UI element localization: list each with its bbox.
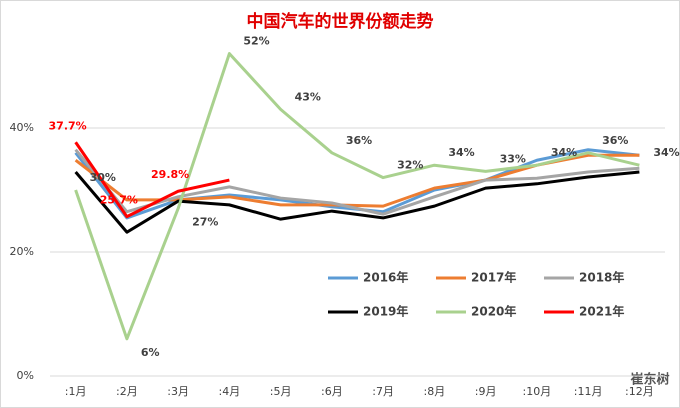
data-label: 27% [192, 216, 218, 229]
data-label: 37.7% [49, 119, 87, 132]
data-label: 34% [448, 146, 474, 159]
x-tick-label: :11月 [574, 385, 603, 398]
chart-title: 中国汽车的世界份额走势 [247, 11, 434, 32]
data-label: 33% [500, 152, 526, 165]
y-tick-label: 40% [10, 121, 34, 134]
x-tick-label: :10月 [523, 385, 552, 398]
data-label: 34% [653, 146, 679, 159]
legend-label: 2018年 [579, 270, 624, 285]
series-line [74, 52, 640, 341]
data-label: 34% [551, 146, 577, 159]
x-tick-label: :4月 [219, 385, 241, 398]
x-tick-label: :1月 [65, 385, 87, 398]
data-label: 30% [90, 171, 116, 184]
legend-label: 2021年 [579, 304, 624, 319]
x-tick-label: :2月 [116, 385, 138, 398]
x-tick-label: :3月 [167, 385, 189, 398]
y-tick-label: 20% [10, 245, 34, 258]
series-line [74, 141, 230, 219]
x-tick-label: :5月 [270, 385, 292, 398]
data-label: 25.7% [100, 194, 138, 207]
data-label: 52% [243, 35, 269, 48]
x-tick-label: :9月 [475, 385, 497, 398]
data-label: 6% [141, 346, 160, 359]
data-label: 36% [346, 134, 372, 147]
series-line [74, 170, 640, 234]
x-tick-label: :8月 [424, 385, 446, 398]
data-label: 36% [602, 134, 628, 147]
x-tick-label: :7月 [372, 385, 394, 398]
legend-label: 2016年 [363, 270, 408, 285]
legend-label: 2017年 [471, 270, 516, 285]
y-tick-label: 0% [17, 369, 34, 382]
data-label: 43% [295, 90, 321, 103]
legend-label: 2020年 [471, 304, 516, 319]
data-label: 29.8% [151, 168, 189, 181]
x-tick-label: :6月 [321, 385, 343, 398]
series-line [74, 148, 640, 216]
data-label: 32% [397, 159, 423, 172]
legend-label: 2019年 [363, 304, 408, 319]
x-tick-label: :12月 [625, 385, 654, 398]
